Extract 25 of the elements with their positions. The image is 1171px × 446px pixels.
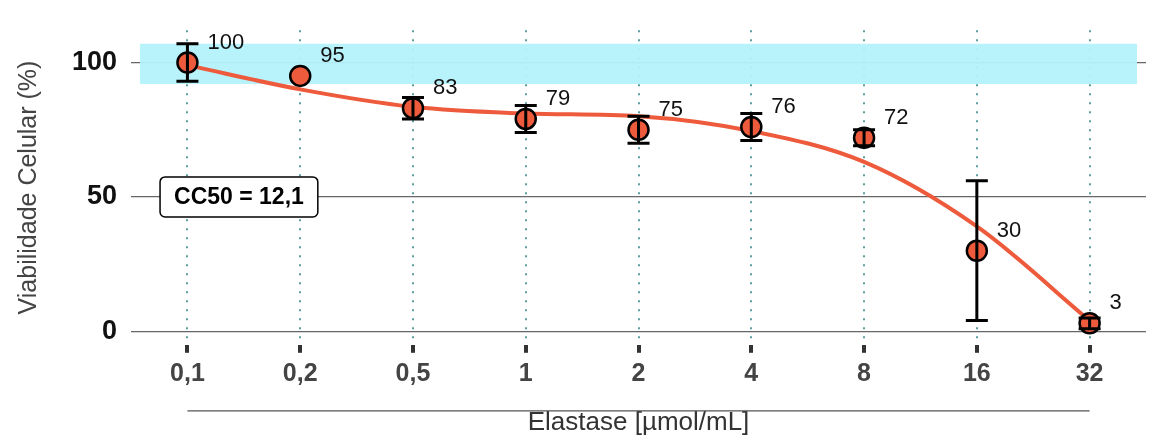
- data-label: 30: [996, 216, 1022, 242]
- x-tick-label: 2: [631, 357, 646, 386]
- data-label: 83: [432, 74, 458, 100]
- x-tick-label: 4: [744, 357, 759, 386]
- point: [288, 64, 312, 88]
- data-label: 3: [1109, 289, 1122, 315]
- x-tick-label: 8: [857, 357, 872, 386]
- data-label: 72: [884, 103, 909, 129]
- annotation: CC50 = 12,1: [174, 183, 305, 210]
- y-tick-label: 100: [71, 45, 118, 76]
- x-tick-label: 32: [1075, 357, 1104, 386]
- y-tick-label: 50: [87, 180, 118, 211]
- x-tick-label: 0,5: [395, 357, 431, 386]
- data-label: 95: [320, 41, 345, 67]
- x-tick-label: 0,2: [282, 357, 318, 386]
- x-tick-label: 0,1: [170, 357, 205, 386]
- x-tick-label: 1: [518, 357, 533, 386]
- x-axis-title: Elastase [µmol/mL]: [527, 405, 750, 436]
- y-tick-label: 0: [102, 314, 118, 345]
- data-label: 100: [207, 28, 245, 54]
- data-label: 75: [658, 95, 684, 121]
- y-axis-title: Viabilidade Celular (%): [12, 60, 41, 315]
- data-label: 79: [545, 85, 571, 110]
- data-label: 76: [771, 93, 796, 119]
- x-tick-label: 16: [962, 357, 991, 386]
